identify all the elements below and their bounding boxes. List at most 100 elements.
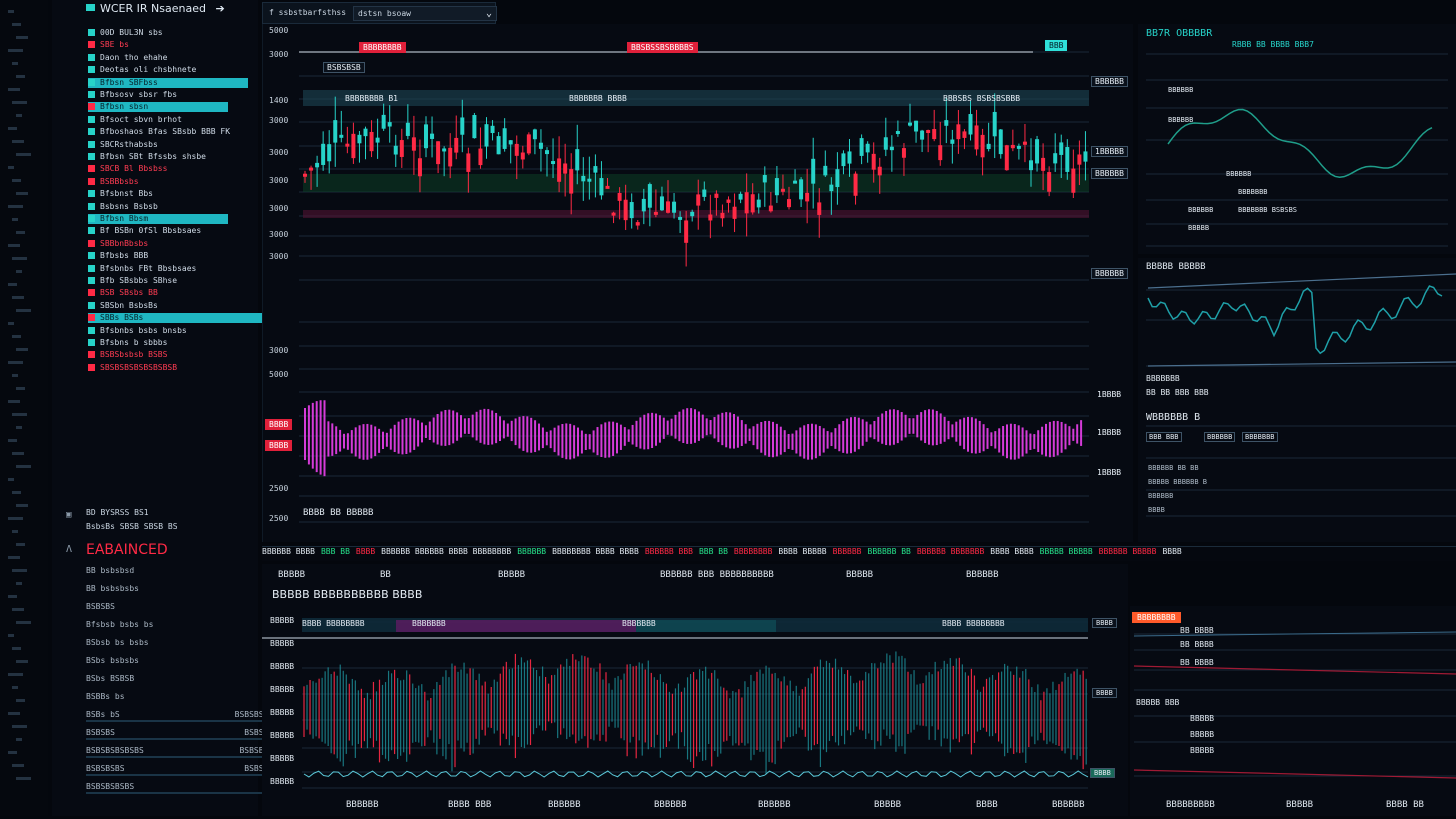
ticker-item[interactable]: BBBB BBBB: [990, 547, 1034, 556]
watchlist-item[interactable]: SBSBSBSBSBSBSBSB: [88, 363, 288, 373]
watchlist-item[interactable]: Bsbsns Bsbsb: [88, 202, 288, 212]
osc-y-label: 2500: [269, 484, 289, 493]
watchlist-item[interactable]: Bfsbnbs FBt Bbsbsaes: [88, 264, 288, 274]
timeframe-select[interactable]: dstsn bsoaw ⌄: [353, 6, 497, 21]
watchlist-item[interactable]: Bfbsn SBFbss: [88, 77, 248, 88]
ticker-item[interactable]: BBBBBB BBBBB: [1098, 547, 1157, 556]
column-header[interactable]: BBBBB: [278, 570, 306, 580]
toolbar[interactable]: f ssbstbarfsthss dstsn bsoaw ⌄: [262, 2, 497, 24]
candle-body: [883, 137, 888, 150]
column-header[interactable]: BBBBBB BBB BBBBBBBBBB: [660, 570, 774, 580]
rail-tick: [12, 452, 24, 455]
rb-line-chart[interactable]: [1130, 606, 1456, 816]
ticker-item[interactable]: BBBB: [1162, 547, 1182, 556]
ticker-item[interactable]: BBB BB: [320, 547, 350, 556]
watchlist-item[interactable]: BSBSbsbsb BSBS: [88, 350, 288, 360]
bl-list-item[interactable]: BSBSBS: [86, 602, 292, 611]
watchlist-item[interactable]: Bfsbnbs bsbs bnsbs: [88, 326, 288, 336]
right-mid-panel[interactable]: BBBBB BBBBB BBBBBBB BB BB BBB BBB WBBBBBB …: [1138, 258, 1456, 542]
right-bottom-panel[interactable]: BBBBBBBB BB BBBB BB BBBB BB BBBB BBBBB BBB B…: [1130, 606, 1456, 816]
rm-label: BBBBBBB: [1146, 374, 1180, 383]
watchlist-item[interactable]: SBE bs: [88, 40, 288, 50]
column-header[interactable]: BBBBBB: [966, 570, 999, 580]
osc-price-label: 1BBBB: [1097, 428, 1122, 437]
candle-body: [678, 216, 683, 220]
watchlist-item[interactable]: SBSbn BsbsBs: [88, 301, 288, 311]
left-rail: [0, 0, 48, 816]
bl-item-label: BSBSBSBSBS: [86, 782, 135, 791]
bottom-chart-panel[interactable]: BBBBB BB BBBBB BBBBBB BBB BBBBBBBBBB BBBBB BB…: [262, 564, 1128, 816]
ticker-item[interactable]: BBBBBB BBBBBBB: [916, 547, 985, 556]
bl-list-item[interactable]: BSBSBSBSBS: [86, 782, 292, 794]
watchlist-item[interactable]: Bfbsosv sbsr fbs: [88, 90, 288, 100]
column-header[interactable]: BB: [380, 570, 391, 580]
ticker-item[interactable]: BBBBBBBB BBBB BBBB: [552, 547, 639, 556]
candlestick-chart[interactable]: [263, 24, 1133, 542]
ticker-item[interactable]: BBBBBB BB: [867, 547, 911, 556]
bl-list-item[interactable]: BSBBs bs: [86, 692, 292, 701]
ticker-item[interactable]: BBBBB BBBBB: [1039, 547, 1093, 556]
bl-list-item[interactable]: BSbs BSBSB: [86, 674, 292, 683]
watchlist-item[interactable]: Bfbsn Bbsm: [88, 214, 228, 224]
candle-body: [696, 194, 701, 206]
candle-body: [339, 134, 344, 138]
watchlist-item[interactable]: Bfbsn SBt Bfssbs shsbe: [88, 152, 288, 162]
y-axis-label: 3000: [269, 230, 289, 239]
watchlist-item[interactable]: SBCRsthabsbs: [88, 140, 288, 150]
ticker-item[interactable]: BBBB BBBBB: [778, 547, 827, 556]
osc-price-label: 1BBBB: [1097, 468, 1122, 477]
status-square-icon: [88, 53, 95, 61]
arrow-icon[interactable]: ➔: [215, 2, 225, 15]
volume-chart[interactable]: [262, 564, 1128, 816]
watchlist-item[interactable]: Deotas oli chsbhnete: [88, 65, 288, 75]
overlay-label-3: BBBSBS BSBSBSBBB: [943, 94, 1021, 103]
bl-list-item[interactable]: BSBs bS BSBSBSBSB: [86, 710, 292, 722]
bl-list-item[interactable]: BB bsbsbsbs: [86, 584, 292, 593]
watchlist-item[interactable]: SBBs BSBs: [88, 313, 268, 324]
candle-body: [430, 133, 435, 139]
candle-body: [1004, 145, 1009, 171]
ticker-item[interactable]: BBB BB: [698, 547, 728, 556]
column-header[interactable]: BBBBB: [846, 570, 874, 580]
bl-list-item[interactable]: BSBSBSBSBSBS BSBSBSBS: [86, 746, 292, 758]
rt-title: BB7R OBBBBR: [1146, 28, 1213, 39]
watchlist-item[interactable]: Bfb SBsbbs SBhse: [88, 276, 288, 286]
ticker-item[interactable]: BBBBBB BBB: [644, 547, 693, 556]
watchlist-item[interactable]: BSB SBsbs BB: [88, 288, 288, 298]
watchlist-item[interactable]: Bfboshaos Bfas SBsbb BBB FK: [88, 127, 288, 137]
bl-list-item[interactable]: BSbs bsbsbs: [86, 656, 292, 665]
watchlist-item[interactable]: Bfsbnst Bbs: [88, 189, 288, 199]
rt-line-chart[interactable]: [1138, 24, 1456, 254]
bl-list-item[interactable]: BSBSBSBS BSBSBSB: [86, 764, 292, 776]
candle-body: [472, 115, 477, 139]
ticker-item[interactable]: BBBBBB: [517, 547, 547, 556]
watchlist-item-label: BSBBbsbs: [100, 176, 139, 186]
rm-line-chart[interactable]: [1138, 258, 1456, 542]
ticker-item[interactable]: BBBBBBBB: [733, 547, 773, 556]
ticker-item[interactable]: BBBBBB BBBB: [262, 547, 315, 556]
watchlist-item[interactable]: SBBbnBbsbs: [88, 239, 288, 249]
bottom-title: BBBBB BBBBBBBBBB BBBB: [272, 588, 423, 601]
watchlist-item[interactable]: Bfbsn sbsn: [88, 102, 228, 113]
red-band: [303, 210, 1089, 218]
watchlist-item[interactable]: Bfsoct sbvn brhot: [88, 115, 288, 125]
watchlist-item[interactable]: BSBBbsbs: [88, 177, 288, 187]
watchlist-item[interactable]: 00D BUL3N sbs: [88, 28, 288, 38]
rm-bottom-row: BBBB: [1148, 506, 1165, 514]
bl-list-item[interactable]: BB bsbsbsd: [86, 566, 292, 575]
bl-list-item[interactable]: BSBSBS BSBSBSB: [86, 728, 292, 740]
main-chart-panel[interactable]: 5000 3000 1400 3000 3000 3000 3000 3000 3000 3000…: [262, 24, 1133, 542]
candle-body: [805, 192, 810, 202]
watchlist-item[interactable]: Bfsbns b sbbbs: [88, 338, 288, 348]
watchlist-item[interactable]: SBCB Bl Bbsbss: [88, 164, 288, 174]
chevron-down-icon[interactable]: ⌄: [485, 8, 492, 19]
column-header[interactable]: BBBBB: [498, 570, 526, 580]
right-top-panel[interactable]: BB7R OBBBBR RBBB BB BBBB BBB7 BBBBBB BBBB…: [1138, 24, 1456, 254]
ticker-item[interactable]: BBBB: [355, 547, 376, 556]
watchlist-item[interactable]: Bf BSBn 0fSl Bbsbsaes: [88, 226, 288, 236]
ticker-item[interactable]: BBBBBB: [832, 547, 862, 556]
ticker-item[interactable]: BBBBBB BBBBBB BBBB BBBBBBBB: [381, 547, 512, 556]
watchlist-item[interactable]: Bfbsbs BBB: [88, 251, 288, 261]
watchlist-item[interactable]: Daon tho ehahe: [88, 53, 288, 63]
bottom-y-label: BBBBB: [270, 777, 295, 786]
